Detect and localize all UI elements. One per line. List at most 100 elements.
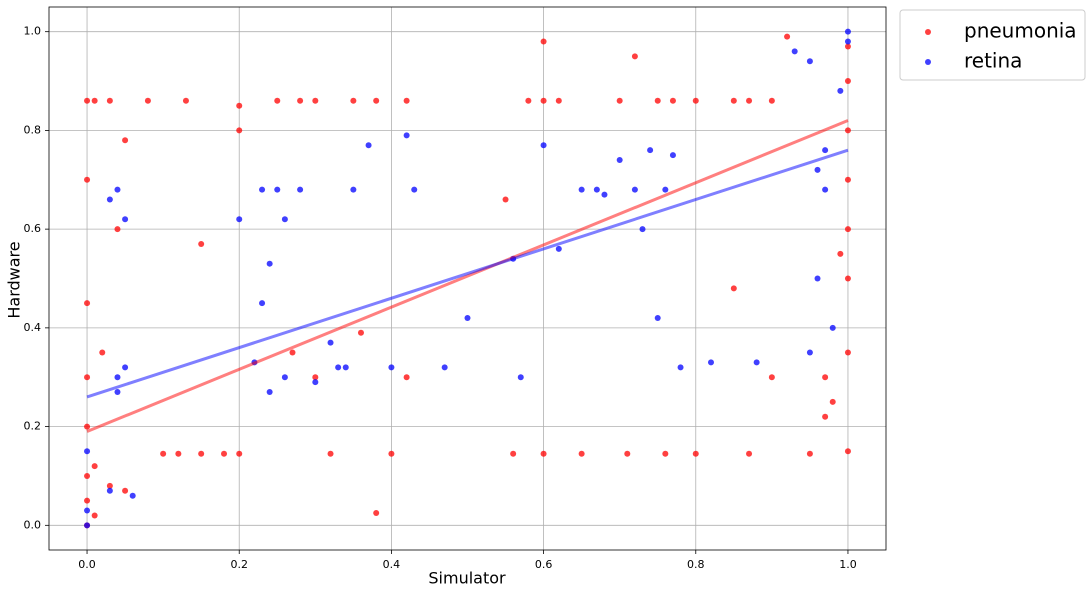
point [84,472,91,479]
point [114,389,121,396]
point [99,349,106,356]
point [236,127,243,134]
point [822,186,829,193]
point [84,374,91,381]
point [814,275,821,282]
point [631,53,638,60]
point [844,176,851,183]
point [114,226,121,233]
x-axis-label: Simulator [428,569,506,588]
point [357,329,364,336]
point [844,226,851,233]
y-tick-label: 1.0 [24,25,42,38]
point [281,216,288,223]
point [160,450,167,457]
y-tick-label: 0.4 [24,321,42,334]
point [106,97,113,104]
legend-marker [925,59,931,65]
point [312,379,319,386]
point [403,97,410,104]
point [806,450,813,457]
point [281,374,288,381]
point [106,487,113,494]
point [806,58,813,65]
point [403,132,410,139]
point [593,186,600,193]
point [730,97,737,104]
point [84,507,91,514]
point [555,97,562,104]
point [365,142,372,149]
point [327,339,334,346]
point [822,413,829,420]
point [791,48,798,55]
point [312,97,319,104]
point [555,245,562,252]
point [464,314,471,321]
legend-label: retina [964,49,1022,73]
point [441,364,448,371]
point [266,260,273,267]
point [844,38,851,45]
point [540,142,547,149]
y-tick-label: 0.2 [24,420,42,433]
point [122,487,129,494]
point [106,196,113,203]
trend-line [86,119,849,433]
point [616,97,623,104]
x-tick-label: 1.0 [839,558,857,571]
point [525,97,532,104]
point [182,97,189,104]
point [837,250,844,257]
point [844,43,851,50]
point [624,450,631,457]
point [274,97,281,104]
point [84,522,91,529]
point [114,374,121,381]
point [236,102,243,109]
y-tick-label: 0.0 [24,518,42,531]
point [297,186,304,193]
point [122,137,129,144]
point [844,127,851,134]
y-tick-label: 0.8 [24,123,42,136]
point [221,450,228,457]
x-tick-label: 0.4 [383,558,401,571]
point [829,324,836,331]
point [342,364,349,371]
point [388,364,395,371]
point [312,374,319,381]
legend-marker [925,29,931,35]
point [844,448,851,455]
plot-frame [48,6,887,551]
point [84,423,91,430]
x-tick-label: 0.2 [230,558,248,571]
point [388,450,395,457]
point [768,374,775,381]
point [350,97,357,104]
point [84,497,91,504]
point [662,186,669,193]
point [669,152,676,159]
point [746,450,753,457]
point [746,97,753,104]
point [91,97,98,104]
point [122,216,129,223]
point [829,398,836,405]
point [84,97,91,104]
point [122,364,129,371]
x-tick-label: 0.8 [687,558,705,571]
x-tick-label: 0.0 [78,558,96,571]
point [677,364,684,371]
y-axis-label: Hardware [5,241,24,318]
point [335,364,342,371]
point [91,512,98,519]
point [540,38,547,45]
y-tick-label: 0.6 [24,222,42,235]
point [578,450,585,457]
point [266,389,273,396]
point [327,450,334,457]
point [198,450,205,457]
point [373,97,380,104]
